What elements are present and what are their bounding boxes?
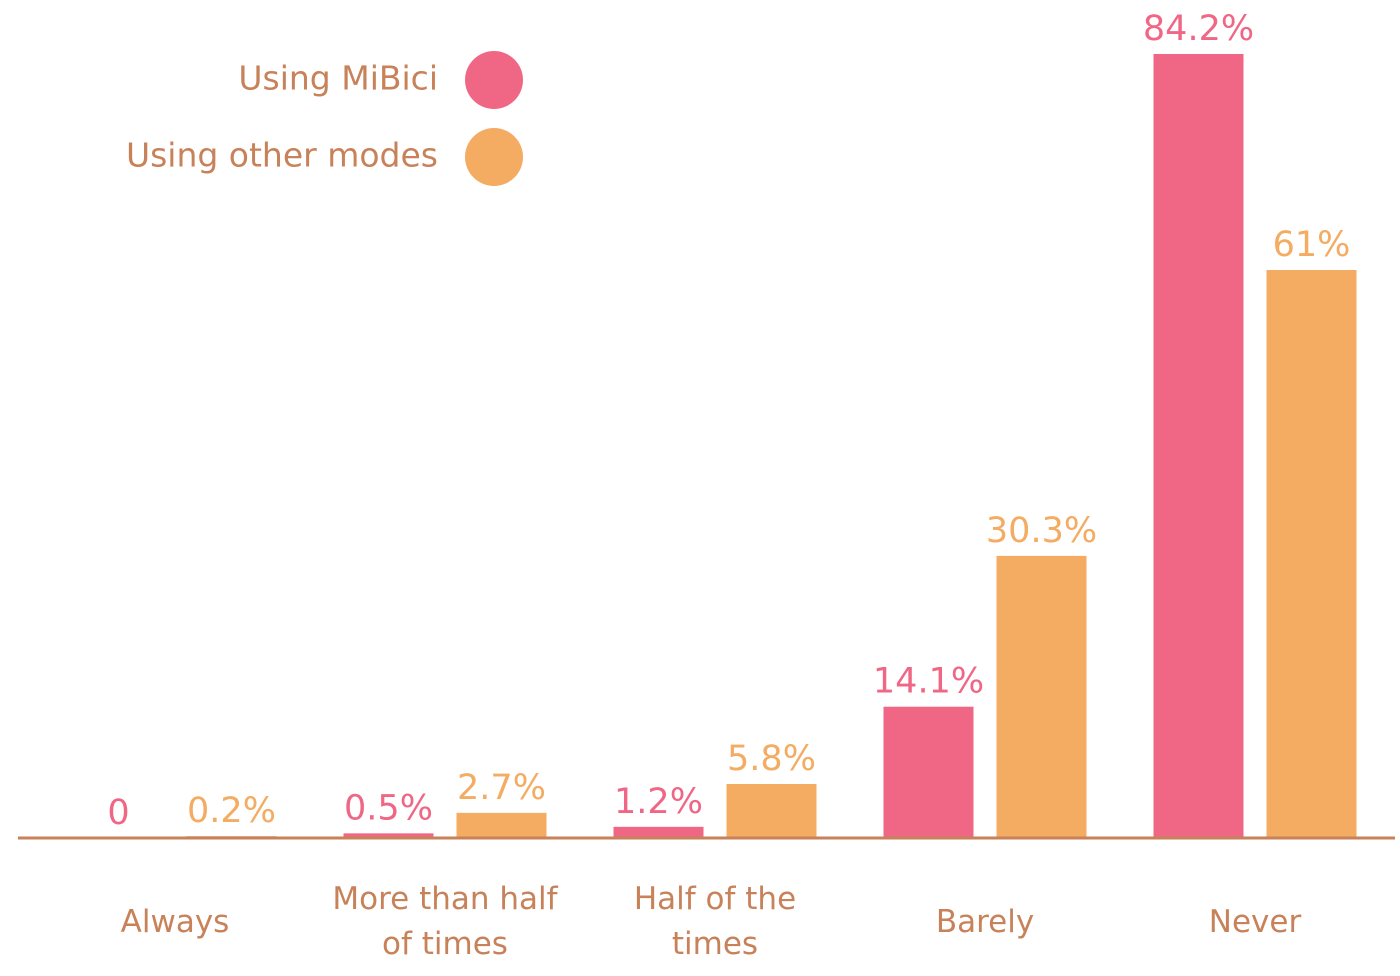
value-label: 0.5%	[344, 788, 433, 828]
x-tick-label: More than half of times	[332, 881, 558, 962]
value-label: 0	[107, 793, 129, 833]
x-tick-label: Barely	[935, 903, 1035, 940]
value-label: 84.2%	[1143, 9, 1254, 49]
bar	[1266, 270, 1357, 838]
bar	[1153, 54, 1244, 838]
bar	[613, 826, 704, 838]
bar	[456, 812, 547, 838]
value-label: 61%	[1273, 225, 1351, 265]
value-label: 30.3%	[986, 511, 1097, 551]
value-label: 0.2%	[187, 791, 276, 831]
legend-marker	[465, 128, 523, 186]
x-tick-label: Always	[120, 903, 230, 940]
value-label: 14.1%	[873, 662, 984, 702]
bar	[726, 783, 817, 838]
legend-label: Using other modes	[126, 136, 438, 175]
bar	[996, 555, 1087, 838]
x-tick-label: Never	[1208, 903, 1302, 940]
bar	[883, 706, 974, 838]
value-label: 2.7%	[457, 768, 546, 808]
legend-marker	[465, 51, 523, 109]
x-tick-label: Half of the times	[633, 881, 797, 962]
value-label: 5.8%	[727, 739, 816, 779]
bar	[343, 833, 434, 838]
value-label: 1.2%	[614, 782, 703, 822]
legend-label: Using MiBici	[238, 59, 438, 98]
